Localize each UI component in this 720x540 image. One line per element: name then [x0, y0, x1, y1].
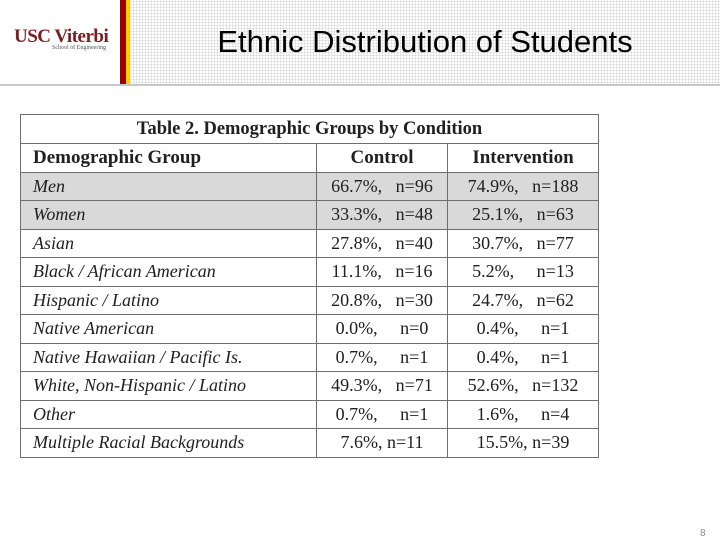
slide-header: USC Viterbi School of Engineering Ethnic… — [0, 0, 720, 84]
group-cell: Men — [20, 171, 317, 201]
intervention-cell: 25.1%, n=63 — [447, 200, 599, 230]
control-cell: 0.0%, n=0 — [316, 314, 448, 344]
intervention-cell: 52.6%, n=132 — [447, 371, 599, 401]
table-row: Hispanic / Latino 20.8%, n=30 24.7%, n=6… — [20, 285, 599, 315]
group-cell: Black / African American — [20, 257, 317, 287]
table-caption: Table 2. Demographic Groups by Condition — [20, 114, 599, 144]
control-cell: 66.7%, n=96 — [316, 171, 448, 201]
table-header-row: Demographic Group Control Intervention — [20, 143, 599, 173]
intervention-cell: 15.5%, n=39 — [447, 428, 599, 458]
logo: USC Viterbi School of Engineering — [0, 0, 120, 84]
intervention-cell: 5.2%, n=13 — [447, 257, 599, 287]
group-cell: Multiple Racial Backgrounds — [20, 428, 317, 458]
group-cell: Other — [20, 399, 317, 429]
table-row: White, Non-Hispanic / Latino 49.3%, n=71… — [20, 371, 599, 401]
intervention-cell: 30.7%, n=77 — [447, 228, 599, 258]
header-divider — [0, 84, 720, 86]
group-cell: Women — [20, 200, 317, 230]
table-row: Other 0.7%, n=1 1.6%, n=4 — [20, 399, 599, 429]
column-header-group: Demographic Group — [20, 143, 317, 173]
intervention-cell: 1.6%, n=4 — [447, 399, 599, 429]
intervention-cell: 0.4%, n=1 — [447, 342, 599, 372]
demographics-table: Table 2. Demographic Groups by Condition… — [20, 114, 599, 458]
group-cell: Hispanic / Latino — [20, 285, 317, 315]
intervention-cell: 74.9%, n=188 — [447, 171, 599, 201]
group-cell: Native Hawaiian / Pacific Is. — [20, 342, 317, 372]
table-row: Multiple Racial Backgrounds 7.6%, n=11 1… — [20, 428, 599, 458]
slide-title: Ethnic Distribution of Students — [217, 24, 633, 59]
page-number: 8 — [700, 528, 706, 539]
control-cell: 20.8%, n=30 — [316, 285, 448, 315]
control-cell: 11.1%, n=16 — [316, 257, 448, 287]
table-row: Women 33.3%, n=48 25.1%, n=63 — [20, 200, 599, 230]
control-cell: 0.7%, n=1 — [316, 399, 448, 429]
logo-main-text: USC Viterbi — [14, 26, 109, 47]
control-cell: 7.6%, n=11 — [316, 428, 448, 458]
group-cell: Asian — [20, 228, 317, 258]
table-row: Native American 0.0%, n=0 0.4%, n=1 — [20, 314, 599, 344]
control-cell: 49.3%, n=71 — [316, 371, 448, 401]
control-cell: 27.8%, n=40 — [316, 228, 448, 258]
accent-bar-gold — [126, 0, 130, 84]
group-cell: Native American — [20, 314, 317, 344]
intervention-cell: 24.7%, n=62 — [447, 285, 599, 315]
table-row: Black / African American 11.1%, n=16 5.2… — [20, 257, 599, 287]
accent-bar-red — [120, 0, 126, 84]
group-cell: White, Non-Hispanic / Latino — [20, 371, 317, 401]
column-header-control: Control — [316, 143, 448, 173]
control-cell: 0.7%, n=1 — [316, 342, 448, 372]
control-cell: 33.3%, n=48 — [316, 200, 448, 230]
column-header-intervention: Intervention — [447, 143, 599, 173]
table-row: Asian 27.8%, n=40 30.7%, n=77 — [20, 228, 599, 258]
logo-sub-text: School of Engineering — [52, 45, 106, 51]
table-row: Men 66.7%, n=96 74.9%, n=188 — [20, 171, 599, 201]
intervention-cell: 0.4%, n=1 — [447, 314, 599, 344]
table-row: Native Hawaiian / Pacific Is. 0.7%, n=1 … — [20, 342, 599, 372]
